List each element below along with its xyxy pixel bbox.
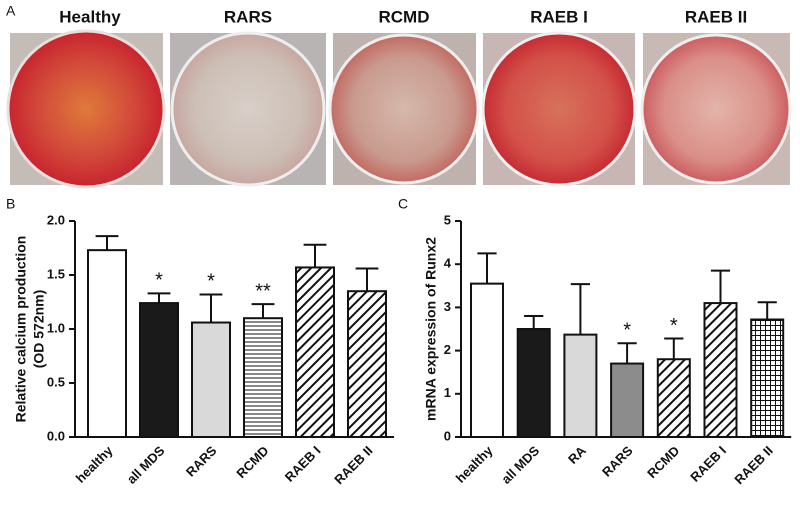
bar — [191, 321, 231, 438]
dish-title: RAEB II — [685, 7, 747, 26]
y-tick-label: 2.0 — [47, 212, 65, 227]
x-tick-label: RA — [565, 443, 589, 467]
y-tick-label: 0.5 — [47, 374, 65, 389]
x-tick-label: RAEB I — [282, 443, 324, 485]
panel-label: C — [398, 196, 408, 212]
dish — [6, 29, 166, 189]
dish-title: RARS — [224, 7, 272, 26]
significance: * — [623, 320, 631, 342]
x-tick-label: all MDS — [124, 443, 168, 487]
y-tick-label: 1 — [444, 385, 451, 400]
x-tick-label: RCMD — [233, 443, 271, 481]
bar — [610, 362, 645, 438]
x-tick-label: healthy — [73, 442, 116, 485]
y-tick-label: 2 — [444, 342, 451, 357]
dish — [481, 31, 637, 187]
bar — [656, 358, 691, 438]
dish — [328, 33, 480, 185]
x-tick-label: RCMD — [644, 443, 682, 481]
panel-label: A — [6, 3, 16, 19]
y-tick-label: 1.5 — [47, 266, 65, 281]
y-tick-label: 4 — [444, 256, 452, 271]
y-axis-label: Relative calcium production — [13, 236, 29, 423]
dish — [170, 31, 326, 187]
x-tick-label: RAEB II — [731, 443, 775, 487]
dish-title: Healthy — [59, 7, 121, 26]
y-tick-label: 5 — [444, 212, 451, 227]
x-tick-label: RARS — [183, 443, 220, 480]
bar — [470, 282, 504, 439]
dish-title: RCMD — [379, 7, 430, 26]
panel-label: B — [6, 196, 15, 212]
x-tick-label: RAEB I — [687, 443, 729, 485]
significance: ** — [255, 280, 271, 302]
x-tick-label: RAEB II — [331, 443, 375, 487]
y-axis-label: mRNA expression of Runx2 — [423, 237, 439, 421]
bar — [295, 266, 335, 438]
bar — [703, 302, 738, 438]
dishes — [6, 29, 792, 189]
y-tick-label: 1.0 — [47, 320, 65, 335]
y-tick-label: 0.0 — [47, 428, 65, 443]
x-tick-label: healthy — [453, 442, 496, 485]
bar — [516, 328, 551, 438]
x-tick-label: RARS — [599, 443, 636, 480]
bar — [87, 249, 127, 438]
y-axis-label: (OD 572nm) — [31, 290, 47, 369]
significance: * — [207, 271, 215, 293]
bar — [139, 302, 179, 438]
dish — [640, 33, 792, 185]
bar — [243, 317, 283, 439]
dish-title: RAEB I — [530, 7, 588, 26]
bar — [347, 290, 387, 439]
y-tick-label: 0 — [444, 428, 451, 443]
bar — [563, 333, 598, 438]
bar — [750, 318, 785, 438]
y-tick-label: 3 — [444, 299, 451, 314]
significance: * — [670, 315, 678, 337]
x-tick-label: all MDS — [498, 443, 542, 487]
significance: * — [155, 270, 163, 292]
